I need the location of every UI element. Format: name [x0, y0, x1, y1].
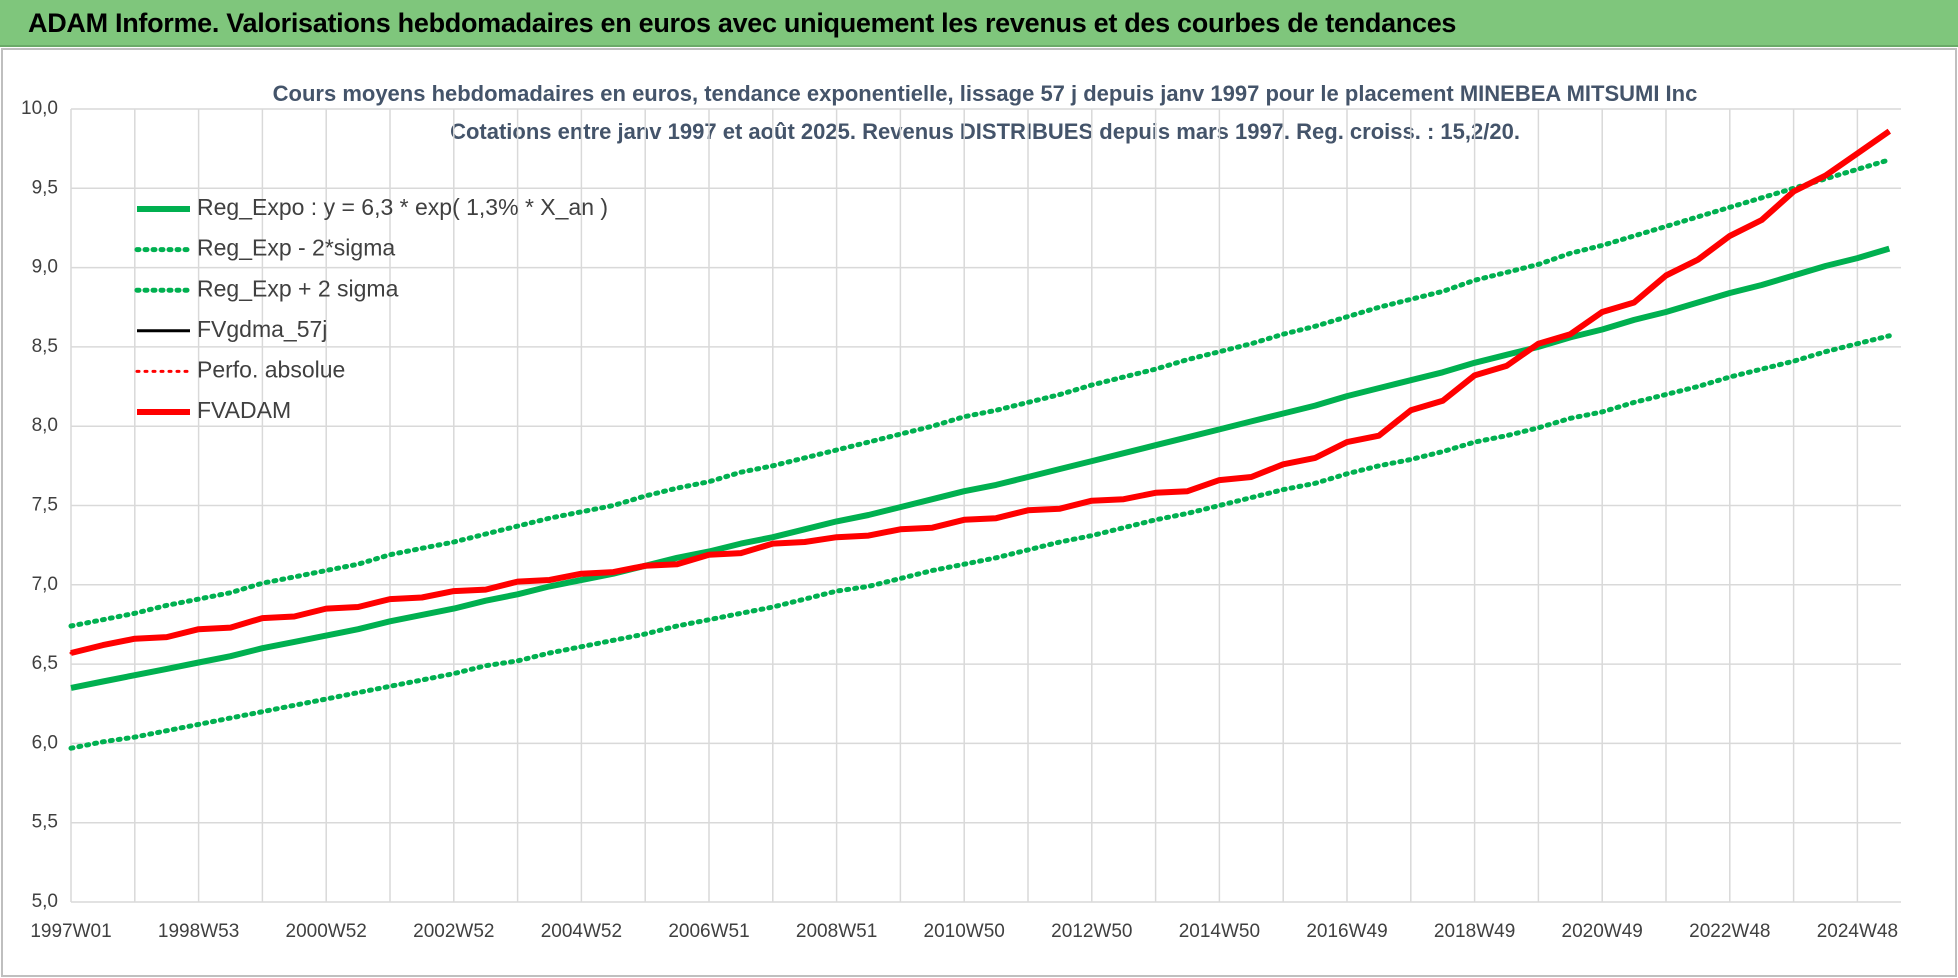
series-line [70, 245, 1891, 691]
legend-label: Reg_Expo : y = 6,3 * exp( 1,3% * X_an ) [197, 194, 608, 220]
x-tick-label: 2020W49 [1562, 921, 1643, 942]
chart: Cours moyens hebdomadaires en euros, ten… [1, 48, 1957, 977]
legend-label: FVgdma_57j [197, 316, 327, 342]
x-tick-label: 2004W52 [541, 921, 622, 942]
y-tick-label: 7,5 [32, 495, 58, 516]
x-tick-label: 2014W50 [1179, 921, 1260, 942]
series-line [70, 128, 1892, 656]
x-tick-label: 2006W51 [668, 921, 749, 942]
y-tick-label: 6,5 [32, 653, 58, 674]
legend-label: Reg_Exp + 2 sigma [197, 275, 399, 301]
series-line [68, 333, 1892, 751]
legend: Reg_Expo : y = 6,3 * exp( 1,3% * X_an ) R… [134, 194, 608, 423]
y-tick-label: 5,5 [32, 812, 58, 833]
x-tick-label: 2002W52 [413, 921, 494, 942]
x-tick-label: 1998W53 [158, 921, 239, 942]
header-title: ADAM Informe. Valorisations hebdomadaire… [28, 8, 1457, 38]
y-tick-label: 8,0 [32, 415, 58, 436]
x-tick-label: 2022W48 [1689, 921, 1770, 942]
chart-frame [1, 48, 1957, 977]
x-tick-label: 1997W01 [30, 921, 111, 942]
chart-subtitle: Cotations entre janv 1997 et août 2025. … [450, 119, 1520, 144]
x-tick-label: 2010W50 [924, 921, 1005, 942]
y-tick-label: 9,5 [32, 177, 58, 198]
legend-label: Reg_Exp - 2*sigma [197, 235, 395, 261]
x-tick-label: 2016W49 [1306, 921, 1387, 942]
y-tick-label: 9,0 [32, 257, 58, 278]
y-tick-label: 10,0 [21, 98, 58, 119]
y-tick-label: 8,5 [32, 336, 58, 357]
header: ADAM Informe. Valorisations hebdomadaire… [0, 0, 1958, 47]
chart-title: Cours moyens hebdomadaires en euros, ten… [273, 81, 1698, 106]
x-tick-label: 2018W49 [1434, 921, 1515, 942]
x-tick-label: 2012W50 [1051, 921, 1132, 942]
y-tick-label: 6,0 [32, 732, 58, 753]
x-tick-label: 2000W52 [286, 921, 367, 942]
legend-label: FVADAM [197, 397, 291, 423]
x-tick-label: 2008W51 [796, 921, 877, 942]
x-tick-label: 2024W48 [1817, 921, 1898, 942]
legend-label: Perfo. absolue [197, 356, 345, 382]
y-tick-label: 7,0 [32, 574, 58, 595]
y-tick-label: 5,0 [32, 891, 58, 912]
series-line [68, 157, 1892, 629]
